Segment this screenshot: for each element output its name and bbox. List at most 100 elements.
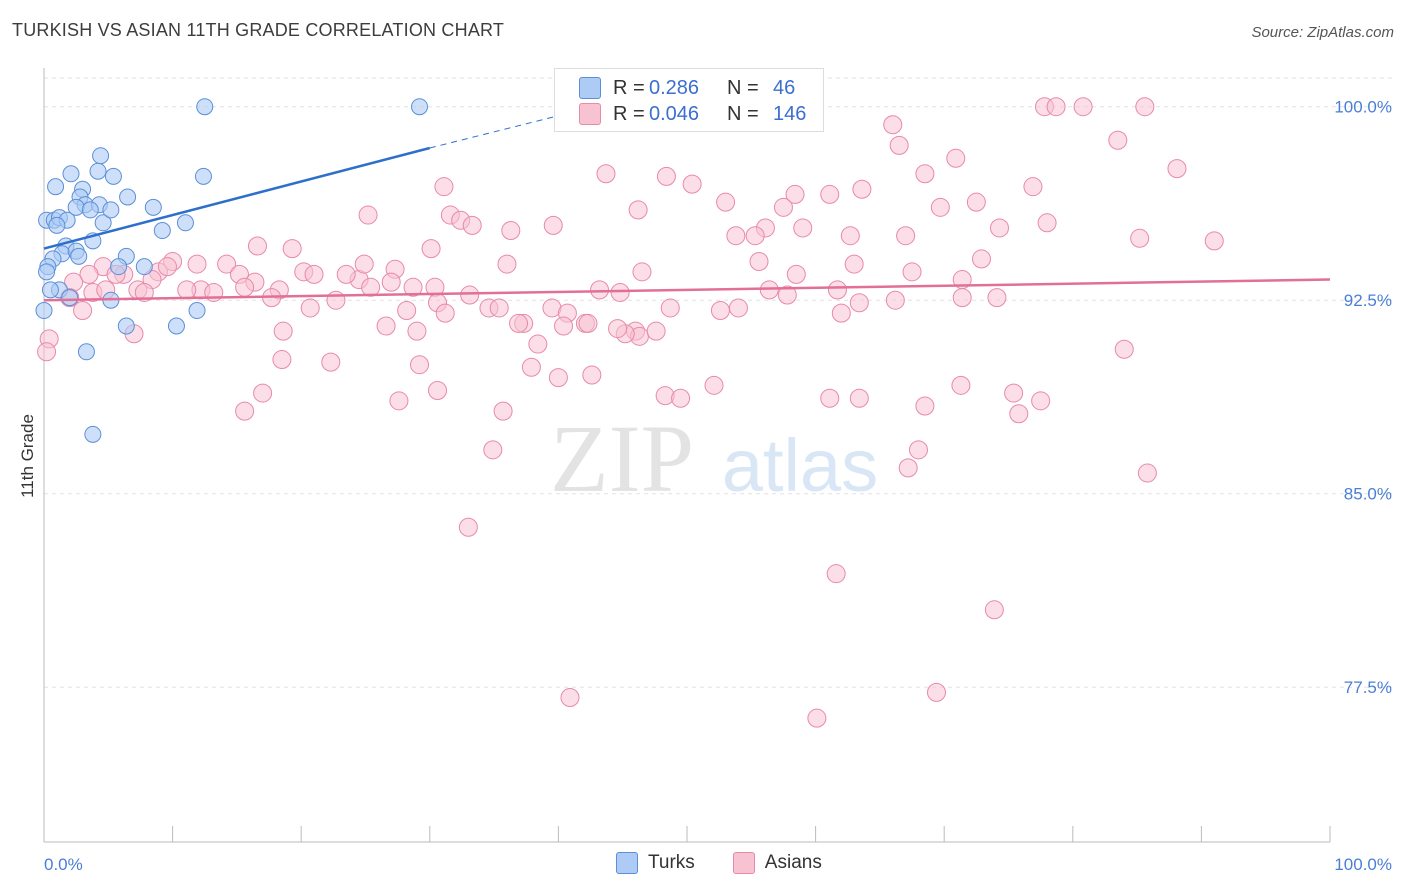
asians-point xyxy=(1023,177,1043,197)
n-label: N = xyxy=(727,102,759,125)
turks-point xyxy=(188,302,206,320)
turks-point xyxy=(153,222,171,240)
watermark: ZIP atlas xyxy=(550,405,878,512)
r-value: 0.046 xyxy=(649,102,700,125)
asians-point xyxy=(786,264,806,284)
asians-point xyxy=(793,218,813,238)
asians-point xyxy=(582,365,602,385)
asians-point xyxy=(1004,383,1024,403)
asians-point xyxy=(987,288,1007,308)
asians-point xyxy=(421,239,441,259)
asians-point xyxy=(497,254,517,274)
asians-point xyxy=(710,301,730,321)
asians-point xyxy=(971,249,991,269)
series-legend: Turks Asians xyxy=(616,852,860,874)
asians-point xyxy=(984,600,1004,620)
asians-point xyxy=(840,226,860,246)
y-axis-label: 11th Grade xyxy=(18,414,37,498)
turks-point xyxy=(117,317,135,335)
legend-item-asians[interactable]: Asians xyxy=(732,852,822,874)
asians-point xyxy=(560,688,580,708)
asians-point xyxy=(908,440,928,460)
turks-point xyxy=(144,198,162,216)
asians-point xyxy=(458,517,478,537)
asians-point xyxy=(807,708,827,728)
turks-point xyxy=(102,201,120,219)
asians-point xyxy=(610,282,630,302)
asians-point xyxy=(253,383,273,403)
turks-point xyxy=(135,258,153,276)
turks-point xyxy=(94,214,112,232)
asians-point xyxy=(1204,231,1224,251)
asians-point xyxy=(773,197,793,217)
asians-point xyxy=(235,277,255,297)
x-tick-label-min: 0.0% xyxy=(44,855,83,874)
asians-point xyxy=(460,285,480,305)
turks-point xyxy=(70,247,88,265)
asians-point xyxy=(852,179,872,199)
asians-point xyxy=(501,221,521,241)
asians-point xyxy=(885,290,905,310)
asians-point xyxy=(951,375,971,395)
turks-swatch xyxy=(579,77,601,99)
asians-point xyxy=(671,388,691,408)
asians-point xyxy=(1037,213,1057,233)
asians-point xyxy=(930,197,950,217)
asians-point xyxy=(902,262,922,282)
asians-point xyxy=(826,564,846,584)
n-value: 146 xyxy=(773,102,807,125)
y-tick-label: 100.0% xyxy=(1334,98,1392,117)
asians-point xyxy=(946,148,966,168)
stats-legend: R = 0.286 N = 46 R = 0.046 N = 146 xyxy=(554,68,824,132)
asians-point xyxy=(493,401,513,421)
asians-point xyxy=(608,319,628,339)
n-label: N = xyxy=(727,76,759,99)
asians-point xyxy=(952,288,972,308)
asians-point xyxy=(1108,130,1128,150)
asians-point xyxy=(785,184,805,204)
legend-item-turks[interactable]: Turks xyxy=(616,852,695,874)
asians-point xyxy=(1167,159,1187,179)
asians-point xyxy=(489,298,509,318)
asians-point xyxy=(435,303,455,323)
asians-point xyxy=(1135,97,1155,117)
asians-point xyxy=(381,272,401,292)
asians-point xyxy=(745,226,765,246)
asians-point xyxy=(397,301,417,321)
asians-point xyxy=(1046,97,1066,117)
asians-point xyxy=(361,277,381,297)
asians-point xyxy=(831,303,851,323)
asians-point xyxy=(628,200,648,220)
asians-point xyxy=(682,174,702,194)
asians-point xyxy=(578,313,598,333)
asians-point xyxy=(273,321,293,341)
asians-point xyxy=(844,254,864,274)
asians-point xyxy=(336,264,356,284)
asians-point xyxy=(157,257,177,277)
watermark-atlas: atlas xyxy=(722,424,878,507)
asians-point xyxy=(915,164,935,184)
asians-point xyxy=(1130,228,1150,248)
asians-point xyxy=(217,254,237,274)
asians-point xyxy=(898,458,918,478)
asians-point xyxy=(889,135,909,155)
asians-point xyxy=(726,226,746,246)
asians-point xyxy=(749,252,769,271)
asians-point xyxy=(849,293,869,313)
turks-swatch xyxy=(616,852,638,874)
asians-point xyxy=(656,166,676,186)
asians-point xyxy=(410,355,430,375)
turks-point xyxy=(62,165,80,183)
turks-point xyxy=(41,281,59,299)
asians-point xyxy=(428,381,448,400)
asians-point xyxy=(548,368,568,388)
asians-point xyxy=(596,164,616,184)
asians-point xyxy=(543,215,563,235)
source-credit: Source: ZipAtlas.com xyxy=(1251,24,1394,41)
asians-point xyxy=(1009,404,1029,424)
turks-point xyxy=(61,289,79,307)
asians-point xyxy=(1114,339,1134,359)
turks-point xyxy=(77,343,95,361)
asians-point xyxy=(1031,391,1051,411)
